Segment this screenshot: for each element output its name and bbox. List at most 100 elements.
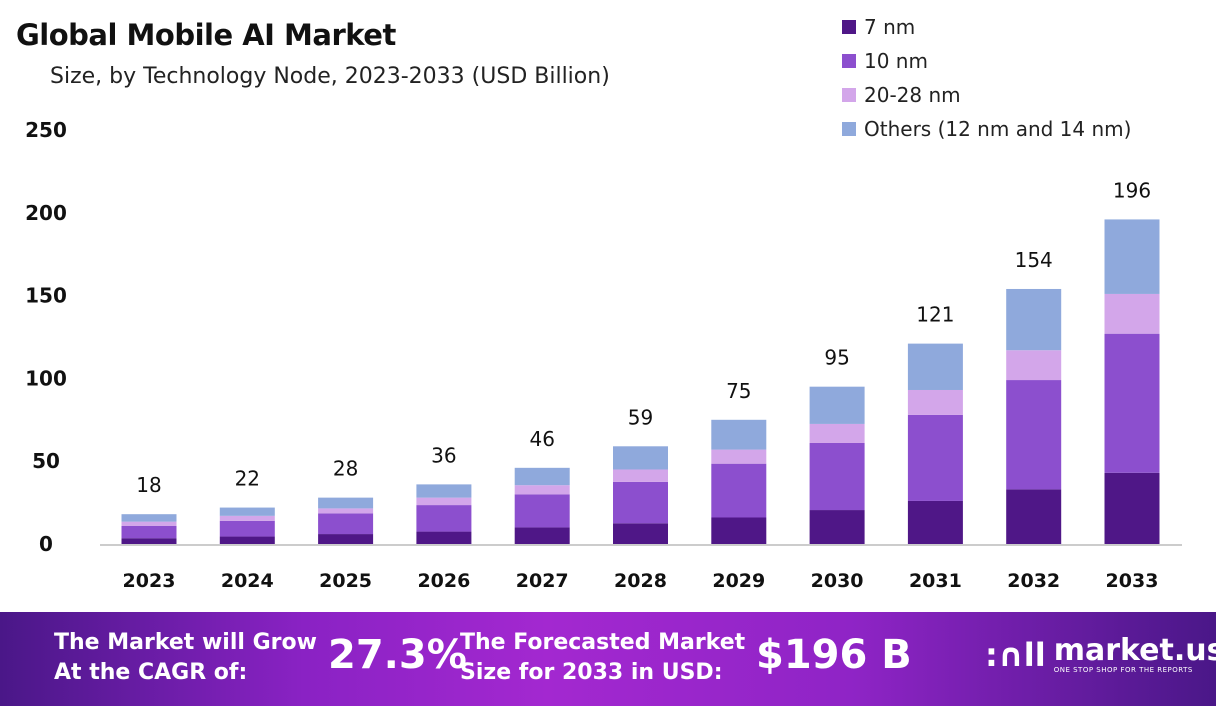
bar-segment-others-12-nm-and-14-nm- <box>711 419 767 450</box>
data-label-total: 36 <box>431 443 456 467</box>
x-tick-label: 2030 <box>811 570 864 592</box>
bar-segment-7-nm <box>318 534 374 544</box>
legend-swatch <box>842 88 856 102</box>
footer-banner: The Market will Grow At the CAGR of: 27.… <box>0 612 1216 706</box>
x-tick-label: 2023 <box>123 570 176 592</box>
legend-swatch <box>842 122 856 136</box>
bar-segment-others-12-nm-and-14-nm- <box>1104 219 1160 294</box>
cagr-label: The Market will Grow At the CAGR of: <box>54 628 317 688</box>
chart-subtitle: Size, by Technology Node, 2023-2033 (USD… <box>50 64 610 89</box>
y-tick-label: 250 <box>25 118 67 142</box>
bar-segment-10-nm <box>416 505 472 532</box>
bar-segment-7-nm <box>711 517 767 544</box>
legend-item-7nm: 7 nm <box>842 10 1131 44</box>
forecast-value: $196 B <box>756 632 912 678</box>
x-tick-label: 2027 <box>516 570 569 592</box>
bar-segment-10-nm <box>809 442 865 511</box>
legend-label: Others (12 nm and 14 nm) <box>864 117 1132 141</box>
bar-segment-20-28-nm <box>1104 293 1160 334</box>
legend: 7 nm 10 nm 20-28 nm Others (12 nm and 14… <box>842 10 1131 146</box>
bar-segment-7-nm <box>613 523 668 544</box>
bar-segment-7-nm <box>514 527 570 544</box>
bar-segment-10-nm <box>613 481 668 524</box>
bar-segment-others-12-nm-and-14-nm- <box>809 386 865 424</box>
bar-segment-10-nm <box>711 463 767 518</box>
legend-label: 10 nm <box>864 49 928 73</box>
y-tick-label: 50 <box>32 449 60 473</box>
bar-segment-10-nm <box>219 520 275 537</box>
bar-segment-20-28-nm <box>1006 350 1062 381</box>
data-label-total: 95 <box>824 346 849 370</box>
data-label-total: 154 <box>1015 248 1053 272</box>
data-label-total: 22 <box>235 467 260 491</box>
legend-label: 20-28 nm <box>864 83 961 107</box>
bar-segment-20-28-nm <box>613 469 668 482</box>
bar-segment-20-28-nm <box>219 515 275 521</box>
chart-title: Global Mobile AI Market <box>16 18 396 52</box>
brand-name: market.us <box>1053 633 1216 668</box>
bar-segment-10-nm <box>514 494 570 528</box>
x-tick-label: 2025 <box>319 570 372 592</box>
x-tick-label: 2024 <box>221 570 274 592</box>
bar-segment-20-28-nm <box>711 449 767 464</box>
forecast-label-line2: Size for 2033 in USD: <box>460 660 723 685</box>
bar-segment-10-nm <box>907 414 963 501</box>
x-tick-label: 2033 <box>1106 570 1159 592</box>
data-label-total: 121 <box>916 303 954 327</box>
bar-segment-others-12-nm-and-14-nm- <box>1006 288 1062 351</box>
bar-segment-7-nm <box>809 510 865 544</box>
bar-segment-20-28-nm <box>121 521 177 526</box>
legend-label: 7 nm <box>864 15 916 39</box>
bar-segment-10-nm <box>1104 333 1160 473</box>
y-tick-label: 100 <box>25 366 67 390</box>
brand-logo-icon: :∩ll <box>985 636 1046 674</box>
bar-segment-others-12-nm-and-14-nm- <box>907 343 963 390</box>
cagr-label-line1: The Market will Grow <box>54 630 317 655</box>
bar-segment-7-nm <box>1104 472 1160 544</box>
bar-segment-10-nm <box>121 525 177 539</box>
y-tick-label: 150 <box>25 284 67 308</box>
cagr-value: 27.3% <box>328 632 467 678</box>
x-tick-label: 2032 <box>1007 570 1060 592</box>
legend-swatch <box>842 54 856 68</box>
legend-item-others: Others (12 nm and 14 nm) <box>842 112 1131 146</box>
bar-segment-others-12-nm-and-14-nm- <box>219 507 275 516</box>
cagr-label-line2: At the CAGR of: <box>54 660 248 685</box>
data-label-total: 28 <box>333 457 358 481</box>
bar-segment-7-nm <box>219 536 275 544</box>
x-tick-label: 2028 <box>614 570 667 592</box>
x-tick-label: 2029 <box>712 570 765 592</box>
forecast-label: The Forecasted Market Size for 2033 in U… <box>460 628 745 688</box>
forecast-label-line1: The Forecasted Market <box>460 630 746 655</box>
bar-segment-20-28-nm <box>318 508 374 514</box>
brand-tagline: ONE STOP SHOP FOR THE REPORTS <box>1053 666 1193 674</box>
y-tick-label: 200 <box>25 201 67 225</box>
bar-segment-10-nm <box>318 513 374 535</box>
bar-segment-others-12-nm-and-14-nm- <box>514 467 570 486</box>
legend-item-20-28nm: 20-28 nm <box>842 78 1131 112</box>
bar-segment-7-nm <box>121 538 177 544</box>
bar-segment-7-nm <box>1006 489 1062 544</box>
data-label-total: 75 <box>726 379 751 403</box>
bar-segment-20-28-nm <box>514 485 570 495</box>
y-tick-label: 0 <box>39 532 53 556</box>
brand-logo: :∩ll market.us ONE STOP SHOP FOR THE REP… <box>985 633 1216 675</box>
bar-segment-others-12-nm-and-14-nm- <box>121 514 177 522</box>
bar-segment-others-12-nm-and-14-nm- <box>318 497 374 509</box>
data-label-total: 18 <box>136 473 161 497</box>
data-label-total: 59 <box>628 405 653 429</box>
data-label-total: 46 <box>529 427 554 451</box>
bar-segment-7-nm <box>416 531 472 544</box>
x-tick-label: 2031 <box>909 570 962 592</box>
bar-segment-7-nm <box>907 500 963 544</box>
bar-segment-20-28-nm <box>809 423 865 443</box>
bar-segment-others-12-nm-and-14-nm- <box>613 446 668 470</box>
legend-swatch <box>842 20 856 34</box>
bar-segment-others-12-nm-and-14-nm- <box>416 484 472 498</box>
bar-segment-20-28-nm <box>416 497 472 506</box>
bar-segment-20-28-nm <box>907 389 963 415</box>
legend-item-10nm: 10 nm <box>842 44 1131 78</box>
data-label-total: 196 <box>1113 178 1151 202</box>
bar-segment-10-nm <box>1006 380 1062 490</box>
stacked-bar-chart: 0 50 100 150 200 250 18 2023 22 2024 28 2025 36 2026 4… <box>25 118 1182 592</box>
